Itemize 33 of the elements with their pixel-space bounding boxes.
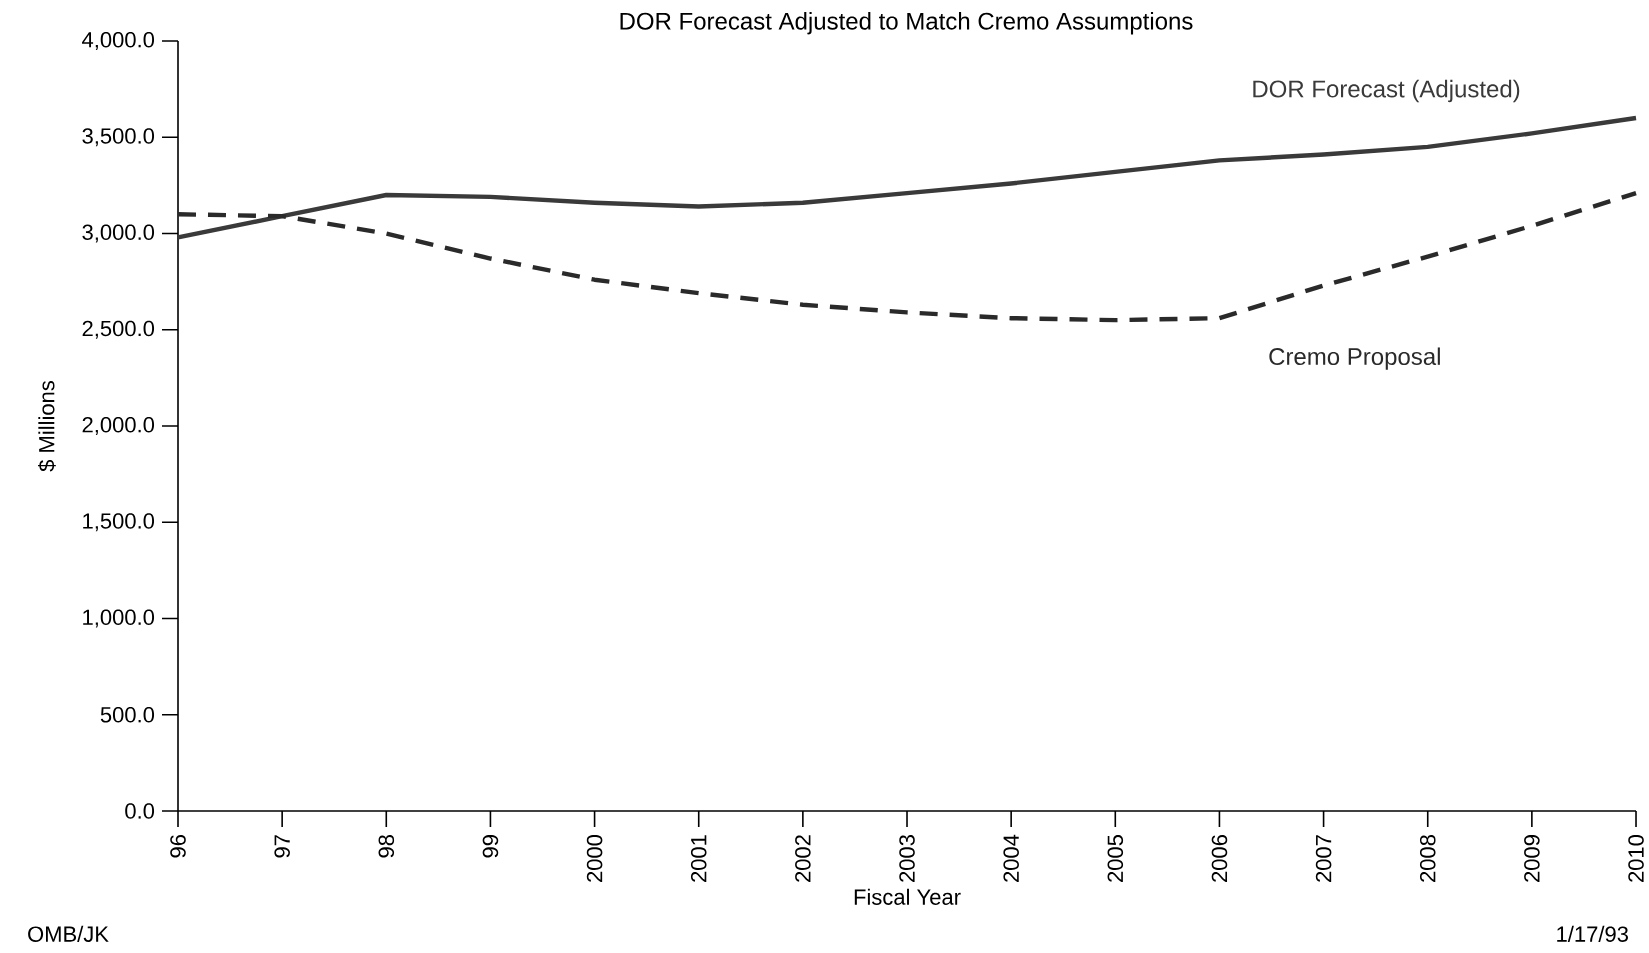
y-tick-label: 3,500.0 — [82, 128, 155, 147]
x-tick-label: 2007 — [1315, 835, 1332, 882]
x-tick-label: 98 — [378, 835, 395, 858]
x-tick-label: 2002 — [795, 835, 811, 882]
text: 1/17/93 — [1557, 925, 1628, 942]
series-label: DOR Forecast (Adjusted) — [1253, 79, 1520, 103]
y-tick-label: 2,000.0 — [82, 416, 155, 436]
y-tick-label: 1,000.0 — [83, 609, 155, 628]
y-axis-title: $ Millions — [38, 381, 56, 472]
x-tick-label: 2004 — [1003, 834, 1019, 882]
y-tick-label: 4,000.0 — [82, 31, 155, 51]
x-tick-label: 2009 — [1524, 835, 1540, 882]
y-tick-label: 3,000.0 — [82, 224, 155, 243]
line-series — [175, 115, 1639, 240]
y-tick-label: 1,500.0 — [83, 513, 155, 532]
x-tick-label: 2001 — [690, 835, 707, 882]
x-tick-label: 2005 — [1107, 835, 1124, 882]
y-tick-label: 500.0 — [100, 706, 155, 723]
x-axis-title: Fiscal Year — [854, 888, 961, 905]
x-tick-label: 2010 — [1628, 834, 1644, 882]
x-tick-label: 2006 — [1211, 835, 1228, 882]
series-label: Cremo Proposal — [1269, 347, 1440, 370]
text: OMB/JK — [28, 925, 109, 942]
line-series — [175, 190, 1639, 323]
y-tick-label: 0.0 — [125, 803, 155, 819]
chart-title: DOR Forecast Adjusted to Match Cremo Assumptions — [620, 12, 1193, 35]
x-tick-label: 96 — [170, 835, 186, 858]
x-tick-label: 2000 — [586, 834, 603, 882]
x-tick-label: 99 — [482, 835, 499, 858]
y-tick-label: 2,500.0 — [82, 320, 155, 339]
x-tick-label: 2008 — [1419, 835, 1436, 882]
x-tick-label: 97 — [274, 835, 290, 858]
x-tick-label: 2003 — [899, 835, 915, 882]
